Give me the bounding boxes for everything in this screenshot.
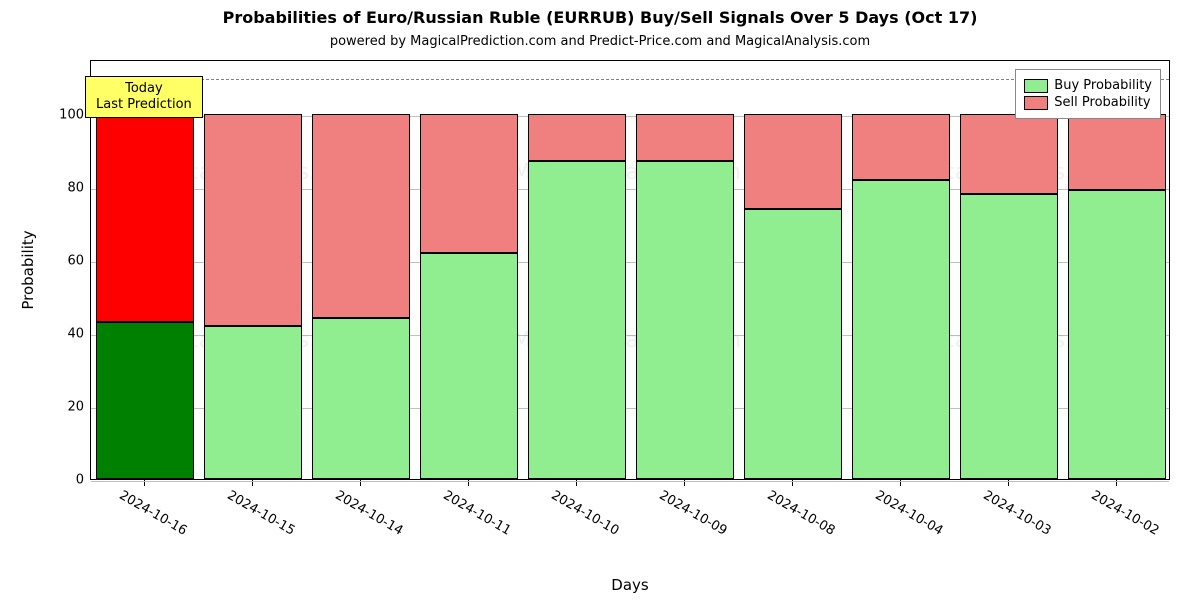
legend: Buy Probability Sell Probability: [1015, 69, 1161, 119]
bar-group: [204, 61, 301, 479]
bar-group: [1068, 61, 1165, 479]
bar-group: [528, 61, 625, 479]
today-annotation: Today Last Prediction: [85, 76, 203, 119]
bar-sell: [636, 114, 733, 161]
xtick-label: 2024-10-11: [441, 488, 514, 539]
bar-buy: [528, 161, 625, 479]
bar-group: [420, 61, 517, 479]
bar-sell: [744, 114, 841, 209]
bar-sell: [852, 114, 949, 180]
xtick-label: 2024-10-03: [981, 488, 1054, 539]
bar-sell: [420, 114, 517, 253]
bar-group: [960, 61, 1057, 479]
legend-label-buy: Buy Probability: [1054, 78, 1152, 93]
ytick-label: 20: [67, 399, 84, 414]
bar-group: [744, 61, 841, 479]
bar-buy: [960, 194, 1057, 479]
bar-sell: [204, 114, 301, 326]
bar-sell: [528, 114, 625, 161]
annotation-line2: Last Prediction: [96, 97, 192, 113]
bar-group: [96, 61, 193, 479]
bars-layer: [91, 61, 1169, 479]
annotation-line1: Today: [96, 81, 192, 97]
ytick-label: 80: [67, 180, 84, 195]
bar-group: [852, 61, 949, 479]
y-axis-label: Probability: [19, 230, 37, 309]
bar-group: [312, 61, 409, 479]
xtick-label: 2024-10-08: [765, 488, 838, 539]
chart-container: Probabilities of Euro/Russian Ruble (EUR…: [0, 0, 1200, 600]
bar-buy: [420, 253, 517, 479]
bar-sell: [960, 114, 1057, 194]
plot-area: MagicalAnalysis.comMagicalAnalysis.comMa…: [90, 60, 1170, 480]
ytick-label: 60: [67, 253, 84, 268]
bar-sell: [96, 114, 193, 322]
xtick-label: 2024-10-14: [333, 488, 406, 539]
bar-buy: [96, 322, 193, 479]
bar-group: [636, 61, 733, 479]
legend-swatch-buy: [1024, 79, 1048, 93]
bar-buy: [744, 209, 841, 479]
xtick-label: 2024-10-09: [657, 488, 730, 539]
legend-swatch-sell: [1024, 96, 1048, 110]
xtick-label: 2024-10-16: [117, 488, 190, 539]
bar-buy: [852, 180, 949, 479]
bar-buy: [204, 326, 301, 479]
legend-item-sell: Sell Probability: [1024, 95, 1152, 110]
legend-item-buy: Buy Probability: [1024, 78, 1152, 93]
gridline: [91, 481, 1169, 482]
bar-buy: [312, 318, 409, 479]
legend-label-sell: Sell Probability: [1054, 95, 1150, 110]
bar-sell: [1068, 114, 1165, 191]
x-axis-label: Days: [90, 576, 1170, 594]
chart-subtitle: powered by MagicalPrediction.com and Pre…: [0, 34, 1200, 49]
bar-sell: [312, 114, 409, 319]
xtick-label: 2024-10-10: [549, 488, 622, 539]
ytick-label: 40: [67, 326, 84, 341]
xtick-label: 2024-10-02: [1089, 488, 1162, 539]
ytick-label: 100: [59, 107, 84, 122]
ytick-label: 0: [76, 473, 84, 488]
bar-buy: [636, 161, 733, 479]
bar-buy: [1068, 190, 1165, 479]
xtick-label: 2024-10-15: [225, 488, 298, 539]
xtick-label: 2024-10-04: [873, 488, 946, 539]
chart-title: Probabilities of Euro/Russian Ruble (EUR…: [0, 8, 1200, 27]
